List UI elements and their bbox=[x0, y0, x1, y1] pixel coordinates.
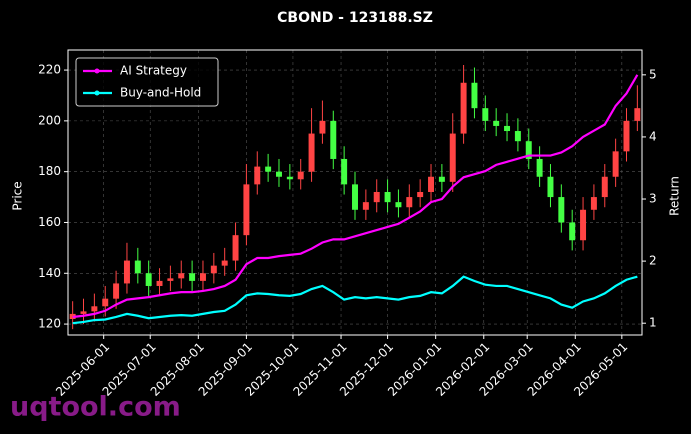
candle-body bbox=[352, 184, 358, 210]
candle-body bbox=[243, 184, 250, 236]
candle-body bbox=[569, 222, 576, 241]
y-tick-label: 180 bbox=[38, 164, 61, 178]
y2-axis-label: Return bbox=[668, 176, 682, 216]
candle-body bbox=[536, 158, 543, 177]
candle-body bbox=[167, 278, 174, 281]
chart-title: CBOND - 123188.SZ bbox=[277, 10, 433, 26]
candle-body bbox=[580, 209, 587, 241]
y-tick-label: 160 bbox=[38, 215, 61, 229]
candle-body bbox=[417, 191, 424, 198]
return-line bbox=[72, 74, 639, 319]
candle-body bbox=[275, 171, 282, 177]
y2-tick-label: 1 bbox=[649, 316, 657, 330]
candle-body bbox=[178, 273, 185, 279]
candle-body bbox=[395, 202, 402, 208]
candle-body bbox=[384, 191, 391, 203]
y-tick-label: 120 bbox=[38, 317, 61, 331]
candle-body bbox=[297, 171, 304, 180]
candle-body bbox=[373, 191, 380, 203]
y-axis-label: Price bbox=[11, 181, 25, 210]
candle-body bbox=[514, 131, 521, 142]
candle-body bbox=[265, 166, 272, 172]
candle-body bbox=[504, 125, 511, 132]
candle-body bbox=[156, 280, 163, 286]
legend-label: Buy-and-Hold bbox=[120, 86, 201, 100]
y-tick-label: 220 bbox=[38, 63, 61, 77]
candle-body bbox=[134, 260, 141, 274]
candle-body bbox=[634, 108, 641, 121]
candle-body bbox=[113, 283, 120, 299]
y-tick-label: 200 bbox=[38, 113, 61, 127]
candle-body bbox=[189, 273, 196, 281]
candle-body bbox=[547, 176, 554, 198]
candle-body bbox=[482, 108, 489, 121]
candle-body bbox=[428, 176, 435, 192]
legend-marker bbox=[94, 68, 100, 74]
candle-body bbox=[232, 235, 239, 261]
candle-body bbox=[254, 166, 261, 185]
candle-body bbox=[319, 120, 326, 134]
candle-body bbox=[199, 273, 206, 281]
watermark: uqtool.com bbox=[10, 392, 181, 423]
candle-body bbox=[145, 273, 152, 286]
candle-body bbox=[80, 311, 87, 314]
legend-label: AI Strategy bbox=[120, 64, 187, 78]
candle-body bbox=[601, 176, 608, 198]
candle-body bbox=[623, 120, 630, 152]
candle-body bbox=[612, 151, 619, 177]
candle-body bbox=[525, 141, 532, 159]
legend: AI Strategy Buy-and-Hold bbox=[75, 57, 219, 107]
plot-frame bbox=[67, 49, 643, 336]
candle-body bbox=[210, 265, 217, 274]
y2-tick-label: 5 bbox=[649, 67, 657, 81]
candle-body bbox=[471, 82, 478, 109]
candle-body bbox=[330, 120, 337, 159]
y2-tick-label: 3 bbox=[649, 192, 657, 206]
return-line bbox=[72, 275, 638, 325]
candle-body bbox=[590, 197, 597, 210]
candle-body bbox=[493, 120, 500, 126]
candle-body bbox=[558, 197, 565, 223]
candle-body bbox=[91, 306, 98, 312]
candle-body bbox=[221, 260, 228, 266]
candle-body bbox=[438, 176, 445, 182]
candle-body bbox=[362, 202, 369, 210]
candle-body bbox=[123, 260, 130, 284]
candle-body bbox=[449, 133, 456, 182]
candle-body bbox=[406, 197, 413, 208]
candle-body bbox=[460, 82, 467, 134]
candle-body bbox=[102, 298, 109, 307]
candle-body bbox=[286, 176, 293, 180]
y2-tick-label: 2 bbox=[649, 254, 657, 268]
y2-tick-label: 4 bbox=[649, 129, 657, 143]
candle-body bbox=[341, 158, 348, 185]
candle-body bbox=[308, 133, 315, 172]
legend-marker bbox=[94, 90, 100, 96]
y-tick-label: 140 bbox=[38, 266, 61, 280]
